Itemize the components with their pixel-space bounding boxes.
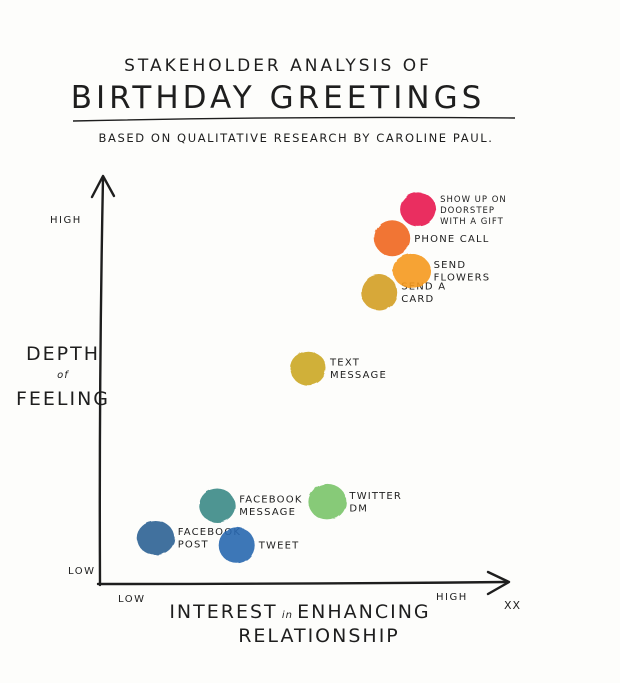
point-marker-text-message xyxy=(290,351,326,386)
point-facebook-post: FACEBOOK POST xyxy=(136,521,241,555)
y-axis xyxy=(90,174,116,587)
x-axis-title-line-1: INTEREST in ENHANCING xyxy=(169,601,430,623)
x-axis-title-line-2: RELATIONSHIP xyxy=(238,625,400,647)
title-underline xyxy=(72,116,516,122)
point-label-twitter-dm: TWITTER DM xyxy=(348,491,402,514)
y-axis-title: DEPTH of FEELING xyxy=(16,343,110,410)
point-send-flowers: SEND FLOWERS xyxy=(392,253,491,288)
point-facebook-message: FACEBOOK MESSAGE xyxy=(199,488,302,523)
point-twitter-dm: TWITTER DM xyxy=(308,483,402,520)
y-axis-title-line-3: FEELING xyxy=(16,388,110,410)
point-marker-send-flowers xyxy=(392,253,431,288)
chart-title: BIRTHDAY GREETINGS xyxy=(71,80,486,116)
point-label-show-up-on-doorstep-with-a-gift: SHOW UP ON DOORSTEP WITH A GIFT xyxy=(440,195,507,227)
point-label-send-flowers: SEND FLOWERS xyxy=(434,260,491,284)
point-marker-facebook-post xyxy=(136,521,175,555)
point-send-a-card: SEND A CARD xyxy=(361,274,446,311)
point-show-up-on-doorstep-with-a-gift: SHOW UP ON DOORSTEP WITH A GIFT xyxy=(400,192,507,227)
y-tick-low: LOW xyxy=(68,566,95,577)
point-tweet: TWEET xyxy=(218,527,300,564)
y-tick-high: HIGH xyxy=(50,215,82,226)
x-tick-high: HIGH xyxy=(436,592,468,603)
y-axis-title-line-2: of xyxy=(57,370,69,381)
point-phone-call: PHONE CALL xyxy=(374,220,489,257)
artist-signature: XX xyxy=(504,599,521,612)
x-tick-low: LOW xyxy=(118,594,145,605)
data-points: FACEBOOK POST TWEET FACEBOOK MESSAGE TWITTER D… xyxy=(136,192,507,564)
point-label-send-a-card: SEND A CARD xyxy=(401,282,446,306)
point-marker-tweet xyxy=(218,527,255,564)
point-marker-twitter-dm xyxy=(308,483,347,520)
x-axis xyxy=(96,570,511,596)
chart-credit: BASED on QUALITATIVE RESEARCH by CAROLIN… xyxy=(99,131,494,145)
y-axis-line xyxy=(98,176,105,587)
point-label-facebook-post: FACEBOOK POST xyxy=(178,527,241,551)
x-axis-arrowhead xyxy=(486,570,511,596)
point-text-message: TEXT MESSAGE xyxy=(290,351,387,386)
point-marker-show-up-on-doorstep-with-a-gift xyxy=(400,192,437,227)
chart-subtitle: STAKEHOLDER ANALYSIS of xyxy=(124,56,432,76)
point-marker-send-a-card xyxy=(361,274,398,311)
x-axis-title: INTEREST in ENHANCING RELATIONSHIP xyxy=(169,601,430,647)
point-label-facebook-message: FACEBOOK MESSAGE xyxy=(239,495,302,519)
y-axis-title-line-1: DEPTH xyxy=(26,343,100,365)
point-label-text-message: TEXT MESSAGE xyxy=(329,358,387,382)
point-label-tweet: TWEET xyxy=(258,541,300,552)
point-label-phone-call: PHONE CALL xyxy=(414,234,489,245)
point-marker-facebook-message xyxy=(199,488,236,523)
y-axis-arrowhead xyxy=(90,174,116,199)
point-marker-phone-call xyxy=(374,220,411,257)
x-axis-line xyxy=(96,580,508,586)
